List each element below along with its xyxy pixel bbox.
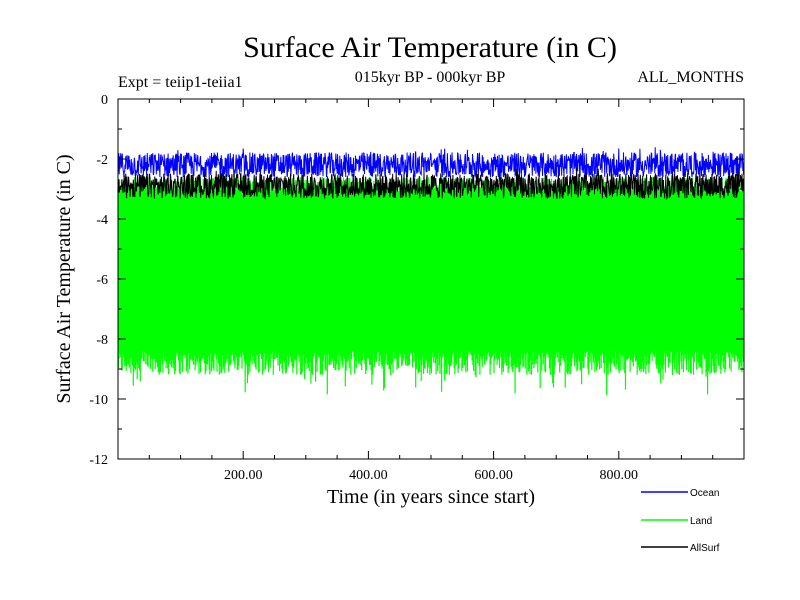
legend-label-land: Land bbox=[690, 516, 712, 527]
x-tick-label: 800.00 bbox=[600, 468, 639, 483]
x-axis-label: Time (in years since start) bbox=[327, 486, 535, 508]
x-tick-label: 400.00 bbox=[349, 468, 388, 483]
chart-title: Surface Air Temperature (in C) bbox=[243, 31, 617, 64]
series-line-ocean bbox=[117, 147, 745, 179]
y-tick-label: -4 bbox=[96, 213, 108, 228]
y-tick-label: 0 bbox=[101, 93, 108, 108]
y-tick-label: -8 bbox=[96, 333, 108, 348]
months-label: ALL_MONTHS bbox=[637, 69, 744, 86]
y-tick-label: -6 bbox=[96, 273, 108, 288]
chart-subtitle: 015kyr BP - 000kyr BP bbox=[355, 69, 506, 86]
series-line-allsurf bbox=[117, 167, 745, 200]
y-axis-label: Surface Air Temperature (in C) bbox=[53, 154, 75, 403]
experiment-label: Expt = teiip1-teiia1 bbox=[118, 74, 243, 91]
tick-layer: 200.00 400.00 600.00 800.00 0 -2 -4 -6 -8 -10 -12 bbox=[89, 93, 744, 483]
series-line-land bbox=[117, 176, 745, 396]
x-tick-label: 600.00 bbox=[474, 468, 513, 483]
y-tick-label: -2 bbox=[96, 153, 108, 168]
legend-label-allsurf: AllSurf bbox=[690, 543, 720, 554]
x-tick-label: 200.00 bbox=[224, 468, 263, 483]
legend-label-ocean: Ocean bbox=[690, 488, 719, 499]
y-tick-label: -12 bbox=[89, 453, 108, 468]
series-layer bbox=[117, 147, 745, 396]
y-tick-label: -10 bbox=[89, 393, 108, 408]
legend: Ocean Land AllSurf bbox=[641, 488, 720, 554]
